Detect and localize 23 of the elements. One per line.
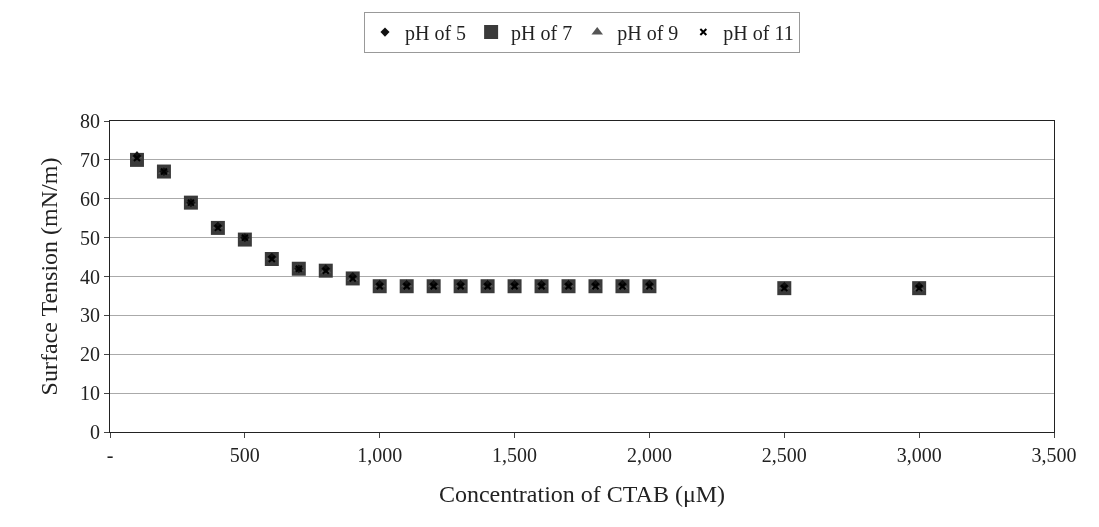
y-tick-label: 30 [80, 304, 100, 327]
x-tick-label: 2,500 [761, 444, 807, 466]
y-tick-label: 80 [80, 110, 100, 132]
y-tick-label: 50 [80, 226, 100, 249]
legend-label: pH of 7 [511, 21, 573, 45]
y-tick-label: 10 [80, 382, 100, 405]
y-tick-label: 40 [80, 265, 100, 288]
x-tick-label: 3,500 [1031, 444, 1077, 466]
x-tick-label: 2,000 [626, 444, 672, 466]
y-tick-label: 60 [80, 187, 100, 210]
x-tick-label: 1,500 [492, 444, 538, 466]
legend-label: pH of 11 [723, 21, 794, 45]
y-tick-label: 0 [90, 421, 100, 443]
x-tick-label: - [106, 444, 114, 466]
y-axis-title: Surface Tension (mN/m) [36, 157, 63, 396]
y-tick-label: 70 [80, 148, 100, 171]
x-tick-label: 500 [229, 444, 260, 466]
legend-label: pH of 5 [405, 21, 467, 45]
y-tick-label: 20 [80, 343, 100, 366]
legend-label: pH of 9 [617, 21, 679, 45]
x-axis-title: Concentration of CTAB (μM) [438, 481, 726, 508]
x-tick-label: 1,000 [357, 444, 403, 466]
x-tick-label: 3,000 [896, 444, 942, 466]
